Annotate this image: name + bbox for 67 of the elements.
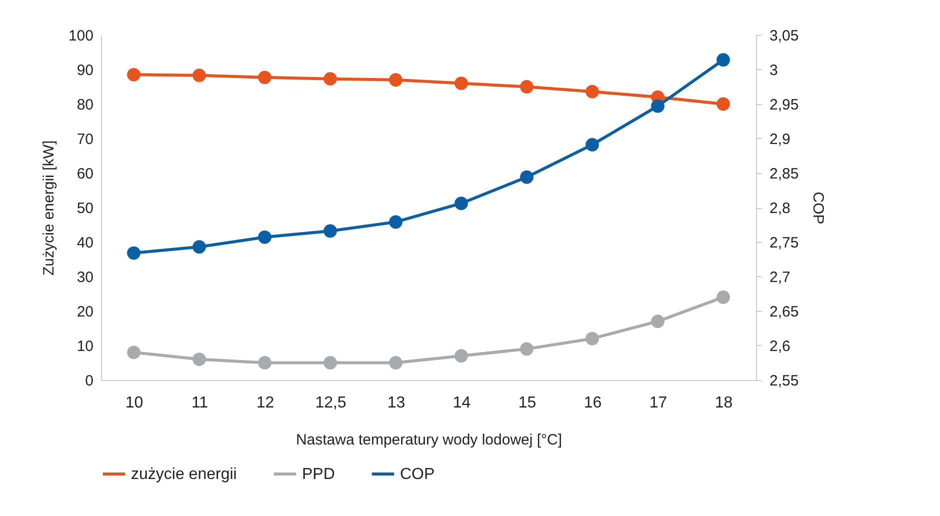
x-tick-label: 13 xyxy=(387,394,406,412)
y2-axis-title: COP xyxy=(810,192,827,224)
y-tick-label: 90 xyxy=(76,62,94,79)
point xyxy=(520,170,534,184)
legend-label: zużycie energii xyxy=(131,466,237,483)
legend-label: PPD xyxy=(302,466,335,483)
x-tick-label: 14 xyxy=(452,394,471,412)
point xyxy=(454,76,468,90)
y-tick-label: 50 xyxy=(76,200,94,217)
y-tick-label: 60 xyxy=(76,166,94,182)
y2-tick-label: 2,8 xyxy=(770,200,790,217)
point xyxy=(192,352,206,366)
point xyxy=(389,73,402,87)
y2-tick-label: 3,05 xyxy=(770,28,799,44)
x-tick-label: 10 xyxy=(125,394,144,412)
point xyxy=(716,290,730,304)
y2-tick-label: 2,85 xyxy=(770,166,799,182)
y2-tick-label: 2,7 xyxy=(770,269,790,286)
y-tick-label: 10 xyxy=(76,338,94,355)
y-tick-label: 100 xyxy=(68,28,94,44)
point xyxy=(520,342,534,356)
y-tick-label: 0 xyxy=(85,372,94,390)
y2-tick-label: 2,95 xyxy=(770,96,799,114)
x-tick-label: 18 xyxy=(714,394,733,412)
x-axis-title: Nastawa temperatury wody lodowej [°C] xyxy=(296,432,562,448)
point xyxy=(586,332,599,346)
y2-tick-label: 2,55 xyxy=(770,372,799,390)
x-tick-label: 15 xyxy=(518,394,536,412)
y-tick-label: 20 xyxy=(76,304,94,320)
point xyxy=(389,356,402,370)
point xyxy=(192,240,206,254)
point xyxy=(192,68,206,82)
y-tick-label: 30 xyxy=(76,269,94,286)
point xyxy=(651,99,664,113)
point xyxy=(258,356,272,370)
point xyxy=(127,246,140,260)
y-tick-label: 70 xyxy=(76,131,94,148)
point xyxy=(454,196,468,210)
y-axis-title: Zużycie energii [kW] xyxy=(40,140,58,276)
x-tick-label: 12,5 xyxy=(315,394,346,412)
point xyxy=(520,80,534,94)
point xyxy=(324,356,337,370)
point xyxy=(127,68,140,82)
point xyxy=(716,53,730,67)
y-tick-label: 40 xyxy=(76,234,94,252)
x-tick-label: 12 xyxy=(256,394,274,412)
point xyxy=(586,138,599,152)
y2-tick-label: 2,65 xyxy=(770,304,799,320)
y2-tick-label: 2,75 xyxy=(770,234,799,252)
y2-tick-label: 3 xyxy=(770,62,778,79)
y2-tick-label: 2,9 xyxy=(770,131,790,148)
point xyxy=(258,70,272,84)
point xyxy=(127,346,140,360)
point xyxy=(716,97,730,111)
point xyxy=(258,230,272,244)
point xyxy=(389,215,402,229)
y-tick-label: 80 xyxy=(76,96,94,114)
y2-tick-label: 2,6 xyxy=(770,338,790,355)
x-tick-label: 16 xyxy=(584,394,602,412)
point xyxy=(454,349,468,363)
point xyxy=(324,72,337,86)
point xyxy=(586,84,599,98)
point xyxy=(324,224,337,238)
x-tick-label: 17 xyxy=(649,394,668,412)
x-tick-label: 11 xyxy=(191,394,208,412)
legend-label: COP xyxy=(400,466,435,483)
point xyxy=(651,314,664,328)
